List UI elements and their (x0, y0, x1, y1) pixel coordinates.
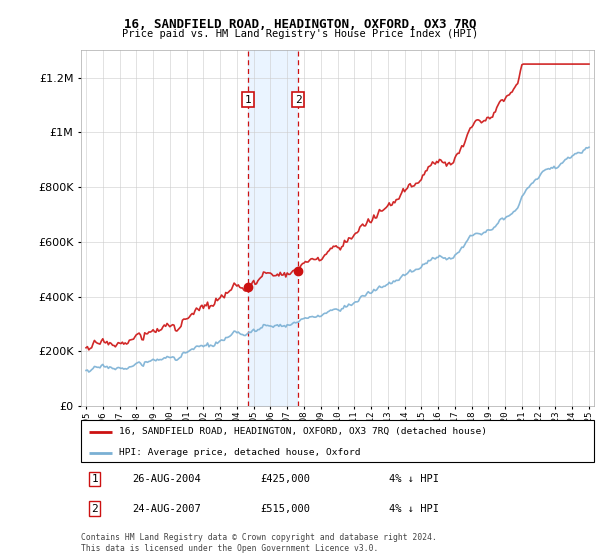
Text: 16, SANDFIELD ROAD, HEADINGTON, OXFORD, OX3 7RQ: 16, SANDFIELD ROAD, HEADINGTON, OXFORD, … (124, 18, 476, 31)
Text: 4% ↓ HPI: 4% ↓ HPI (389, 503, 439, 514)
Text: 16, SANDFIELD ROAD, HEADINGTON, OXFORD, OX3 7RQ (detached house): 16, SANDFIELD ROAD, HEADINGTON, OXFORD, … (119, 427, 487, 436)
Text: Price paid vs. HM Land Registry's House Price Index (HPI): Price paid vs. HM Land Registry's House … (122, 29, 478, 39)
Text: £515,000: £515,000 (260, 503, 311, 514)
Text: 4% ↓ HPI: 4% ↓ HPI (389, 474, 439, 484)
Text: 24-AUG-2007: 24-AUG-2007 (133, 503, 201, 514)
Text: £425,000: £425,000 (260, 474, 311, 484)
Text: 26-AUG-2004: 26-AUG-2004 (133, 474, 201, 484)
Text: 2: 2 (91, 503, 98, 514)
Text: HPI: Average price, detached house, Oxford: HPI: Average price, detached house, Oxfo… (119, 448, 361, 458)
Text: Contains HM Land Registry data © Crown copyright and database right 2024.
This d: Contains HM Land Registry data © Crown c… (81, 533, 437, 553)
Text: 2: 2 (295, 95, 301, 105)
Text: 1: 1 (91, 474, 98, 484)
Text: 1: 1 (244, 95, 251, 105)
